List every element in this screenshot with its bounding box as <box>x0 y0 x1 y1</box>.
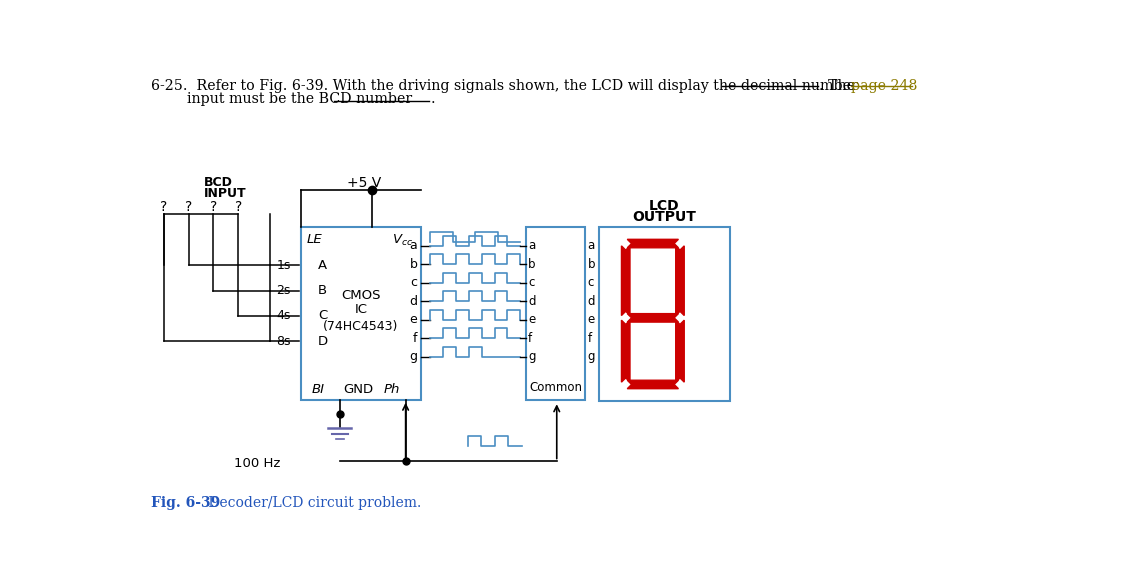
Text: g: g <box>409 350 417 363</box>
Text: OUTPUT: OUTPUT <box>632 210 697 225</box>
Text: Ph: Ph <box>384 383 400 396</box>
Text: LE: LE <box>307 233 322 246</box>
Polygon shape <box>675 246 684 316</box>
Bar <box>525 226 586 400</box>
Text: b: b <box>528 258 536 271</box>
Text: 6-25.  Refer to Fig. 6-39. With the driving signals shown, the LCD will display : 6-25. Refer to Fig. 6-39. With the drivi… <box>151 79 858 93</box>
Text: g: g <box>588 350 596 363</box>
Text: c: c <box>410 276 417 289</box>
Text: . The: . The <box>820 79 855 93</box>
Text: GND: GND <box>343 383 374 396</box>
Text: f: f <box>413 332 417 345</box>
Text: e: e <box>588 313 595 326</box>
Text: C: C <box>318 309 327 323</box>
Text: .: . <box>431 92 435 106</box>
Text: 1s: 1s <box>276 258 291 272</box>
Text: a: a <box>588 240 595 252</box>
Text: LCD: LCD <box>649 199 680 213</box>
Text: IC: IC <box>355 303 367 316</box>
Text: b: b <box>409 258 417 271</box>
Polygon shape <box>628 380 679 388</box>
Text: b: b <box>588 258 596 271</box>
Text: (74HC4543): (74HC4543) <box>323 320 399 333</box>
Text: Fig. 6-39: Fig. 6-39 <box>151 496 221 510</box>
Text: INPUT: INPUT <box>205 187 247 200</box>
Text: g: g <box>528 350 536 363</box>
Text: page 248: page 248 <box>852 79 918 93</box>
Text: ?: ? <box>160 201 167 214</box>
Text: ?: ? <box>210 201 217 214</box>
Text: c: c <box>528 276 534 289</box>
Polygon shape <box>628 240 679 248</box>
Bar <box>301 226 421 400</box>
Text: d: d <box>528 295 536 308</box>
Text: +5 V: +5 V <box>347 176 381 190</box>
Text: d: d <box>588 295 596 308</box>
Text: 100 Hz: 100 Hz <box>233 457 280 469</box>
Polygon shape <box>622 246 630 316</box>
Polygon shape <box>675 320 684 382</box>
Text: f: f <box>588 332 592 345</box>
Text: BCD: BCD <box>205 176 233 189</box>
Text: ?: ? <box>234 201 242 214</box>
Text: f: f <box>528 332 532 345</box>
Text: BI: BI <box>312 383 325 396</box>
Text: Decoder/LCD circuit problem.: Decoder/LCD circuit problem. <box>205 496 422 510</box>
Polygon shape <box>628 313 679 322</box>
Text: 8s: 8s <box>276 335 291 348</box>
Text: c: c <box>588 276 595 289</box>
Text: ?: ? <box>185 201 192 214</box>
Polygon shape <box>622 320 630 382</box>
Text: A: A <box>318 258 327 272</box>
Text: B: B <box>318 284 327 297</box>
Text: input must be the BCD number: input must be the BCD number <box>151 92 413 106</box>
Text: Common: Common <box>529 380 582 394</box>
Text: CMOS: CMOS <box>341 289 381 303</box>
Text: $V_{cc}$: $V_{cc}$ <box>391 233 413 248</box>
Text: D: D <box>318 335 329 348</box>
Text: e: e <box>528 313 536 326</box>
Text: e: e <box>409 313 417 326</box>
Text: a: a <box>528 240 536 252</box>
Text: 2s: 2s <box>276 284 291 297</box>
Text: a: a <box>409 240 417 252</box>
Bar <box>599 226 730 402</box>
Text: 4s: 4s <box>276 309 291 323</box>
Text: d: d <box>409 295 417 308</box>
